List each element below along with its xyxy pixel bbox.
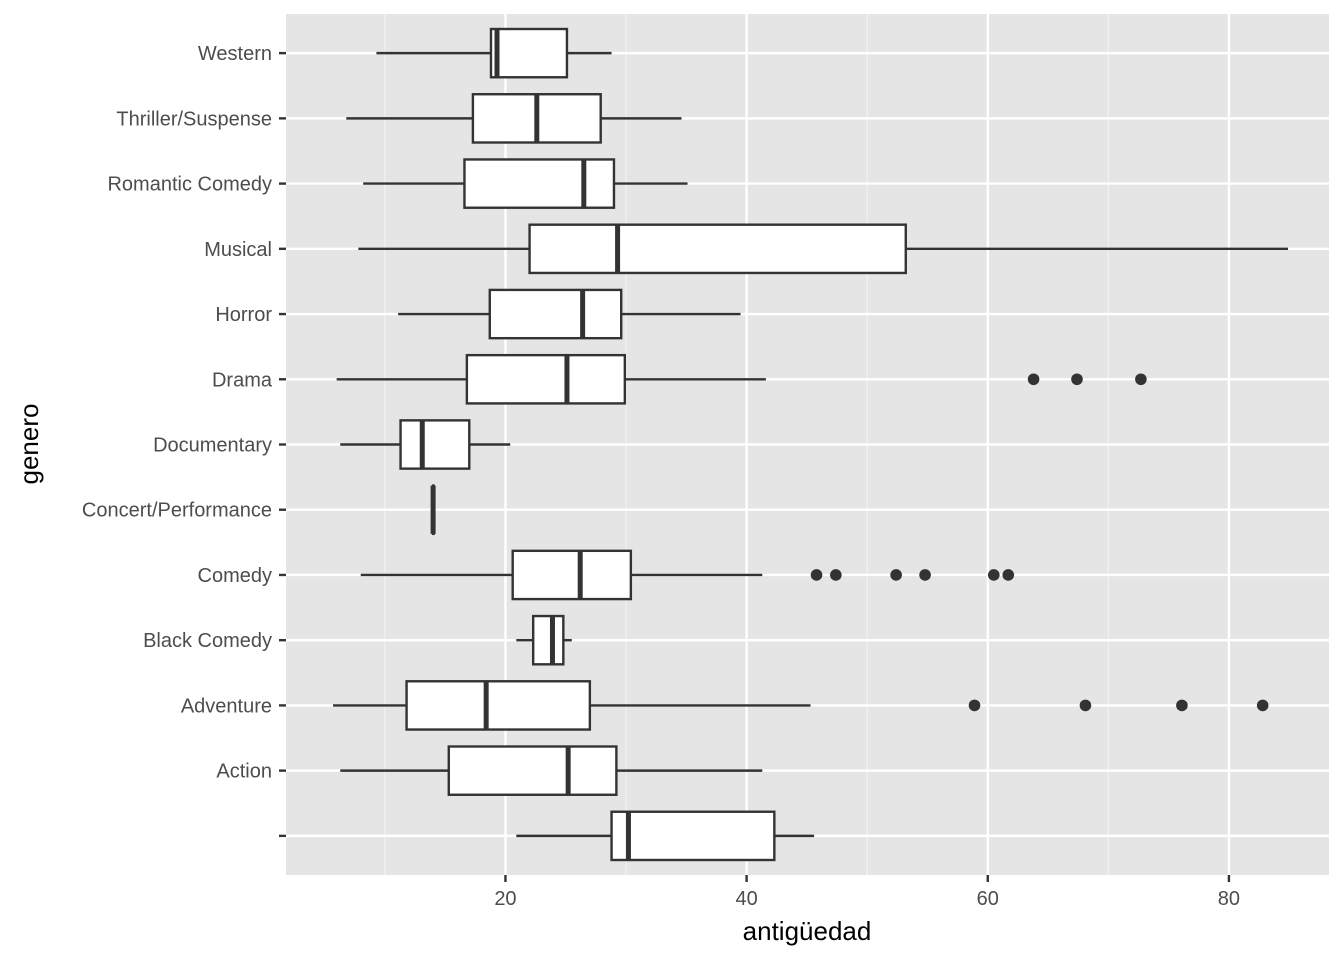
y-tick-label: Romantic Comedy xyxy=(107,174,272,196)
box-horror xyxy=(398,288,741,340)
y-tick-label: Action xyxy=(216,761,272,783)
outlier-point xyxy=(1002,569,1015,581)
box-iqr xyxy=(531,614,565,666)
box-blank xyxy=(516,810,815,862)
box-romantic-comedy xyxy=(363,158,688,209)
x-tick-label: 20 xyxy=(494,888,516,910)
x-tick-label: 80 xyxy=(1218,888,1240,910)
box-iqr xyxy=(610,810,776,862)
y-tick-label: Drama xyxy=(212,369,273,391)
x-tick-label: 60 xyxy=(977,888,999,910)
outlier-point xyxy=(968,699,981,712)
y-tick-label: Documentary xyxy=(153,435,272,457)
box-iqr xyxy=(405,680,592,731)
box-iqr xyxy=(528,223,907,275)
y-tick-label: Concert/Performance xyxy=(82,500,272,522)
y-axis-title: genero xyxy=(14,404,44,485)
outlier-point xyxy=(890,569,902,581)
box-iqr xyxy=(463,158,616,209)
outlier-point xyxy=(1079,699,1092,712)
box-iqr xyxy=(488,288,623,340)
y-tick-label: Black Comedy xyxy=(143,630,272,652)
box-black-comedy xyxy=(516,614,572,666)
outlier-point xyxy=(1027,373,1040,386)
box-iqr xyxy=(489,27,569,79)
box-thriller-suspense xyxy=(346,93,682,144)
box-iqr xyxy=(465,353,627,405)
box-drama xyxy=(336,353,1147,405)
outlier-point xyxy=(1256,699,1269,712)
axes: Action Adventure Black Comedy Comedy Concert… xyxy=(82,43,1240,910)
y-tick-label: Thriller/Suspense xyxy=(116,108,272,130)
y-tick-label: Horror xyxy=(215,304,272,326)
box-concert-performance xyxy=(430,484,436,536)
y-tick-label: Adventure xyxy=(181,695,272,717)
x-axis-title: antigüedad xyxy=(743,916,872,946)
box-iqr xyxy=(511,549,633,601)
outlier-point xyxy=(1071,373,1083,386)
box-iqr xyxy=(447,745,618,796)
box-musical xyxy=(358,223,1289,275)
box-marks xyxy=(333,27,1289,862)
box-documentary xyxy=(340,419,511,470)
y-tick-label: Musical xyxy=(204,239,272,261)
x-tick-label: 40 xyxy=(735,888,757,910)
outlier-point xyxy=(919,569,931,581)
y-tick-label: Western xyxy=(198,43,272,65)
outlier-point xyxy=(1135,373,1147,386)
outlier-point xyxy=(1176,699,1188,712)
box-iqr xyxy=(399,419,471,470)
outlier-point xyxy=(810,569,823,581)
box-western xyxy=(376,27,612,79)
box-adventure xyxy=(333,680,1269,731)
box-comedy xyxy=(360,549,1015,601)
outlier-point xyxy=(987,569,1000,581)
outlier-point xyxy=(830,569,842,581)
box-action xyxy=(340,745,763,796)
y-tick-label: Comedy xyxy=(198,565,272,587)
